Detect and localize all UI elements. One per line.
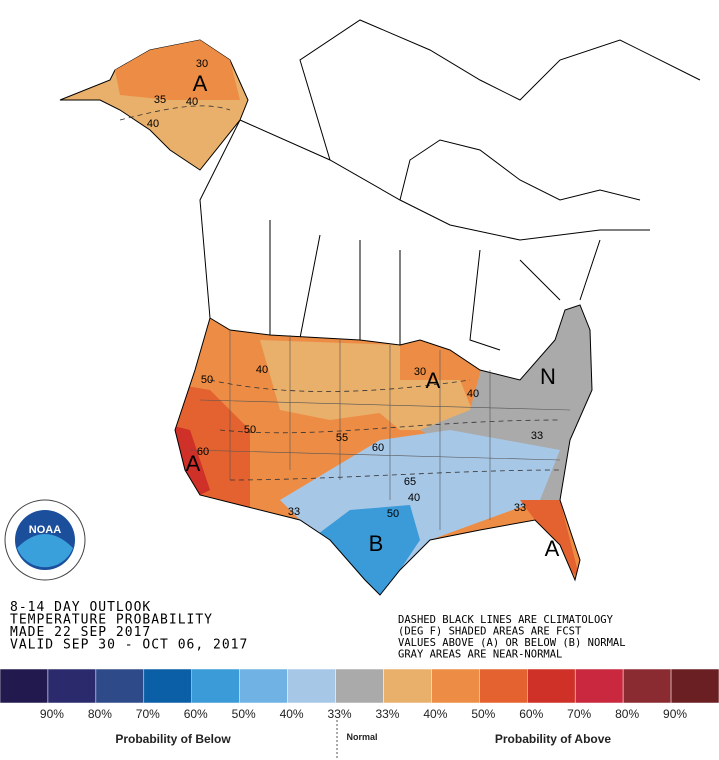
- region-label: A: [545, 536, 560, 561]
- region-label: A: [186, 451, 201, 476]
- legend-label: 60%: [519, 707, 543, 721]
- legend-swatch: [239, 668, 288, 704]
- contour-label: 40: [467, 388, 479, 400]
- region-label: B: [369, 531, 384, 556]
- legend-label: 70%: [567, 707, 591, 721]
- legend-swatch: [431, 668, 480, 704]
- legend-swatch: [143, 668, 192, 704]
- note-line: (DEG F) SHADED AREAS ARE FCST: [398, 626, 582, 638]
- legend-label: 80%: [88, 707, 112, 721]
- legend-label: 90%: [663, 707, 687, 721]
- alaska-dark: [115, 40, 240, 100]
- note-line: VALUES ABOVE (A) OR BELOW (B) NORMAL: [398, 637, 626, 649]
- legend-label: 40%: [423, 707, 447, 721]
- contour-label: 60: [197, 446, 209, 458]
- legend-label: 90%: [40, 707, 64, 721]
- legend-label: 70%: [136, 707, 160, 721]
- contour-label: 50: [244, 424, 256, 436]
- contour-label: 60: [372, 442, 384, 454]
- legend-caption: Normal: [346, 732, 377, 742]
- noaa-logo: NOAA: [4, 499, 86, 581]
- header-line: TEMPERATURE PROBABILITY: [10, 613, 213, 628]
- legend-label: 80%: [615, 707, 639, 721]
- contour-label: 35: [154, 94, 166, 106]
- legend-label: 60%: [184, 707, 208, 721]
- legend-caption: Probability of Above: [495, 732, 612, 746]
- contour-label: 40: [147, 118, 159, 130]
- contour-label: 40: [256, 364, 268, 376]
- legend-swatch: [191, 668, 240, 704]
- contour-label: 55: [336, 432, 348, 444]
- contour-label: 40: [186, 96, 198, 108]
- legend-swatch: [479, 668, 528, 704]
- note-line: DASHED BLACK LINES ARE CLIMATOLOGY: [398, 614, 614, 626]
- legend-swatch: [287, 668, 336, 704]
- contour-label: 50: [387, 508, 399, 520]
- legend-swatch: [0, 668, 49, 704]
- legend-swatch: [95, 668, 145, 704]
- legend-label: 33%: [375, 707, 399, 721]
- contour-label: 33: [531, 430, 543, 442]
- canada-outline: [199, 19, 701, 351]
- legend-swatch: [527, 668, 576, 704]
- legend-label: 50%: [232, 707, 256, 721]
- header-line: MADE 22 SEP 2017: [10, 625, 151, 640]
- state-lines: [189, 330, 571, 530]
- legend-swatch: [383, 668, 432, 704]
- contour-label: 30: [414, 366, 426, 378]
- region-label: N: [540, 364, 556, 389]
- contour-label: 33: [288, 506, 300, 518]
- header-line: 8-14 DAY OUTLOOK: [10, 600, 151, 615]
- legend-swatch: [574, 668, 624, 704]
- us-outline: [174, 304, 593, 596]
- region-label: A: [426, 368, 441, 393]
- legend-label: 40%: [280, 707, 304, 721]
- climatology-lines: [119, 105, 561, 481]
- region-label: A: [193, 71, 208, 96]
- legend-label: 50%: [471, 707, 495, 721]
- contour-label: 50: [201, 374, 213, 386]
- contour-label: 40: [408, 492, 420, 504]
- legend-label: 33%: [328, 707, 352, 721]
- contour-label: 33: [514, 502, 526, 514]
- legend-swatch: [670, 668, 719, 704]
- legend-swatch: [622, 668, 672, 704]
- contour-label: 65: [404, 476, 416, 488]
- contour-label: 30: [196, 58, 208, 70]
- legend-caption: Probability of Below: [115, 732, 231, 746]
- logo-text: NOAA: [29, 524, 61, 536]
- legend-swatch: [335, 668, 384, 704]
- legend-swatch: [47, 668, 97, 704]
- note-line: GRAY AREAS ARE NEAR-NORMAL: [398, 649, 562, 661]
- header-line: VALID SEP 30 - OCT 06, 2017: [10, 638, 248, 653]
